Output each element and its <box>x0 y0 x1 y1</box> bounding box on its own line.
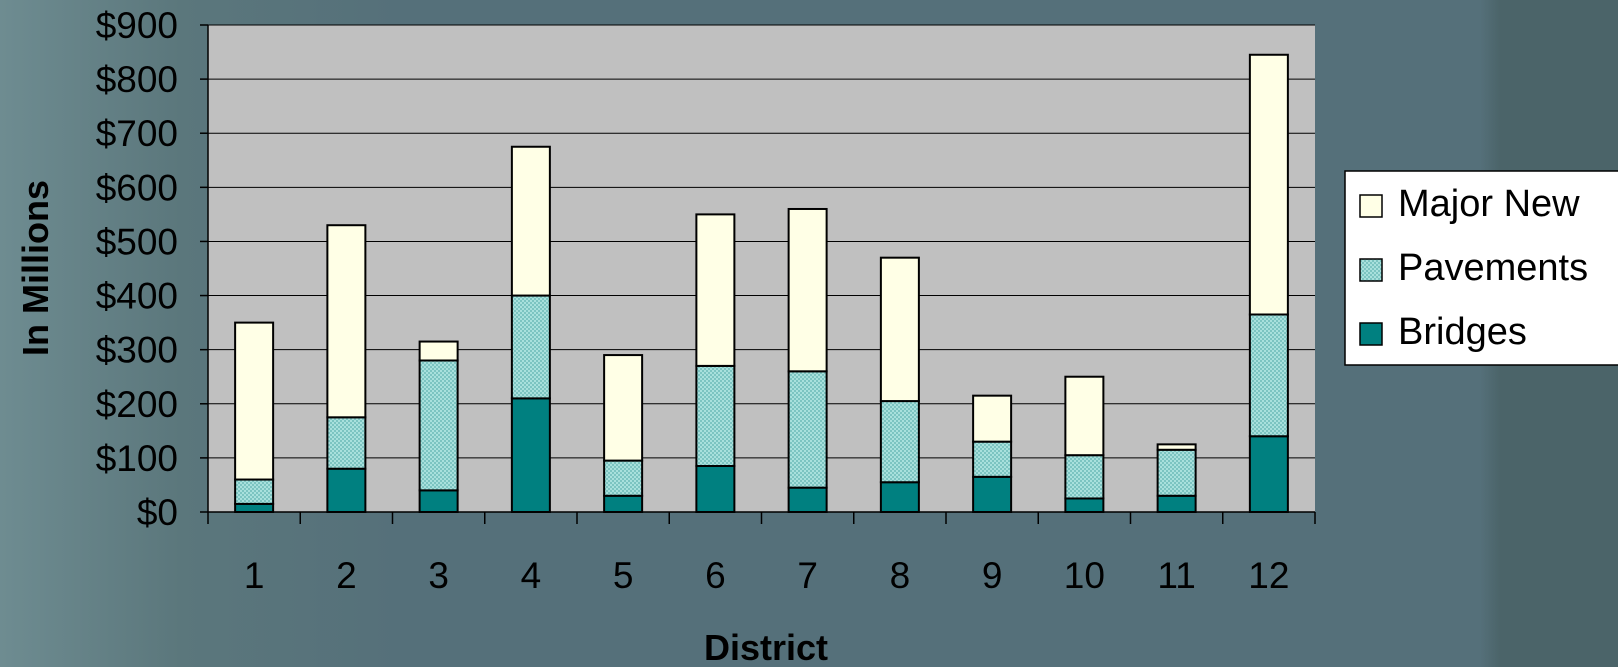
bar-segment-bridges <box>972 475 1013 514</box>
y-axis-title: In Millions <box>15 180 56 356</box>
y-tick-labels: $0 $100 $200 $300 $400 $500 $600 $700 $800 $900 <box>96 5 178 533</box>
bar-segment-major-new <box>1064 375 1105 457</box>
x-tick-labels: 1 2 3 4 5 6 7 8 9 10 11 12 <box>244 555 1290 596</box>
x-tick-label: 10 <box>1064 555 1105 596</box>
x-tick-label: 5 <box>613 555 634 596</box>
x-tick-label: 9 <box>982 555 1003 596</box>
bar-segment-bridges <box>787 486 828 513</box>
y-tick-label: $900 <box>96 5 178 46</box>
y-tick-label: $500 <box>96 221 178 262</box>
bar-segment-major-new <box>972 394 1013 443</box>
bar-segment-pavements <box>787 370 828 489</box>
bar-segment-major-new <box>603 354 644 462</box>
y-tick-label: $300 <box>96 330 178 371</box>
x-tick-label: 1 <box>244 555 265 596</box>
legend-label: Bridges <box>1398 311 1527 353</box>
bar-segment-bridges <box>695 465 736 513</box>
bar-segment-bridges <box>1248 435 1289 513</box>
bar-segment-major-new <box>326 224 367 419</box>
bar-segment-pavements <box>326 416 367 470</box>
bars <box>234 53 1289 514</box>
bar-segment-bridges <box>1156 494 1197 513</box>
axes <box>200 24 1316 524</box>
legend-swatch <box>1359 322 1383 346</box>
x-tick-label: 6 <box>705 555 726 596</box>
y-tick-label: $400 <box>96 276 178 317</box>
x-tick-label: 12 <box>1248 555 1289 596</box>
plot-area <box>208 25 1315 512</box>
y-tick-label: $0 <box>137 492 178 533</box>
bar-segment-major-new <box>695 213 736 367</box>
x-axis-title: District <box>704 627 828 667</box>
bar-segment-bridges <box>234 502 275 513</box>
legend: Major New Pavements Bridges <box>1344 170 1618 366</box>
bar-segment-major-new <box>787 207 828 373</box>
bar-segment-pavements <box>510 294 551 400</box>
x-tick-label: 7 <box>797 555 818 596</box>
bar-segment-bridges <box>879 481 920 514</box>
legend-label: Pavements <box>1398 247 1588 289</box>
bar-segment-bridges <box>510 397 551 513</box>
x-tick-label: 2 <box>336 555 357 596</box>
bar-segment-major-new <box>879 256 920 403</box>
bar-segment-major-new <box>418 340 459 362</box>
bar-segment-pavements <box>1248 313 1289 438</box>
legend-label: Major New <box>1398 183 1580 225</box>
y-tick-label: $200 <box>96 384 178 425</box>
x-tick-label: 8 <box>890 555 911 596</box>
bar-segment-pavements <box>1156 448 1197 497</box>
bar-segment-pavements <box>695 364 736 468</box>
legend-box <box>1344 170 1618 366</box>
gridlines <box>208 24 1315 459</box>
bar-segment-major-new <box>510 145 551 297</box>
legend-swatch <box>1359 258 1383 282</box>
bar-segment-major-new <box>1156 443 1197 451</box>
bar-segment-bridges <box>1064 497 1105 514</box>
x-tick-label: 3 <box>428 555 449 596</box>
bar-segment-bridges <box>603 494 644 513</box>
y-tick-label: $800 <box>96 59 178 100</box>
bar-segment-pavements <box>418 359 459 492</box>
bar-segment-pavements <box>603 459 644 497</box>
bar-segment-pavements <box>1064 454 1105 500</box>
x-tick-label: 11 <box>1157 555 1195 596</box>
bar-segment-pavements <box>234 478 275 505</box>
bar-segment-pavements <box>972 440 1013 478</box>
bar-segment-major-new <box>1248 53 1289 316</box>
bar-segment-bridges <box>326 467 367 514</box>
y-tick-label: $100 <box>96 438 178 479</box>
bar-segment-pavements <box>879 400 920 484</box>
bar-segment-major-new <box>234 321 275 481</box>
legend-swatch <box>1359 194 1383 218</box>
y-tick-label: $700 <box>96 113 178 154</box>
x-tick-label: 4 <box>521 555 542 596</box>
y-tick-label: $600 <box>96 167 178 208</box>
bar-segment-bridges <box>418 489 459 514</box>
